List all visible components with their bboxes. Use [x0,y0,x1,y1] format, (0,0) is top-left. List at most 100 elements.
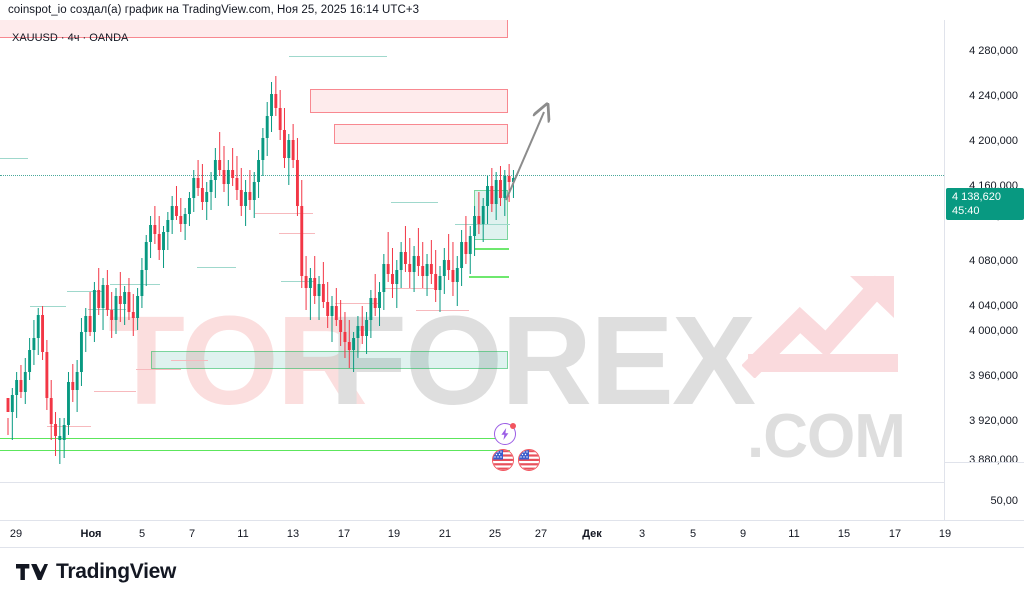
candle-body [231,170,235,178]
chart-frame: TOR FOREX .COM [0,20,1024,520]
tradingview-logo[interactable]: TradingView [16,560,176,584]
candle-body [166,220,170,232]
support-zone-main[interactable] [151,351,508,369]
candle-body [382,264,386,292]
candle-body [136,296,140,318]
time-axis-tick: 15 [837,528,851,540]
candle-body [429,264,433,274]
candle-body [399,252,403,270]
candle-body [460,242,464,268]
candle-body [494,180,498,204]
time-axis-tick: 5 [138,528,146,540]
swing-level-line[interactable] [171,360,208,361]
candle-body [19,380,23,392]
swing-level-line[interactable] [197,267,236,268]
chart-plot-area[interactable]: TOR FOREX .COM [0,20,944,480]
swing-level-line[interactable] [0,450,510,451]
candle-body [421,266,425,276]
candle-body [270,94,273,116]
candle-body [416,256,420,266]
swing-level-line[interactable] [289,56,387,57]
swing-level-line[interactable] [475,248,509,250]
swing-level-line[interactable] [0,158,28,159]
swing-level-line[interactable] [0,438,510,439]
time-axis-tick: 11 [788,528,800,540]
swing-level-line[interactable] [335,303,381,304]
candle-body [187,198,191,214]
swing-level-line[interactable] [255,213,313,214]
time-axis-tick: 5 [689,528,697,540]
swing-level-line[interactable] [30,306,66,307]
candle-body [326,302,330,316]
symbol-legend[interactable]: XAUUSD · 4ч · OANDA [12,32,129,44]
candle-body [451,270,455,282]
candle-body [274,94,278,108]
candle-body [179,216,183,224]
indicator-pane[interactable] [0,482,944,520]
candle-body [304,276,308,288]
candle-body [395,270,399,284]
candle-body [101,285,105,308]
candle-body [235,178,239,190]
candle-body [36,315,40,338]
candle-body [308,278,312,288]
swing-level-line[interactable] [110,284,160,285]
candle-body [507,176,511,182]
candle-body [403,252,407,264]
candle-body [447,260,451,270]
swing-level-line[interactable] [136,369,181,370]
candle-body [28,350,32,372]
candle-body [317,284,321,296]
us-flag-icon [493,450,513,470]
candle-body [110,310,114,320]
candle-body [192,178,196,198]
countdown-timer: 45:40 [952,205,980,217]
resistance-zone-top[interactable] [0,20,508,38]
candle-body [157,234,161,250]
swing-level-line[interactable] [67,291,103,292]
candle-body [373,298,377,308]
time-axis-tick: 9 [739,528,747,540]
candle-body [490,186,494,204]
price-axis-tick: 3 880,000 [969,454,1018,466]
swing-level-line[interactable] [384,288,434,289]
tradingview-logo-icon [16,564,48,580]
us-flag-event-badge-1[interactable] [492,449,514,471]
swing-level-line[interactable] [391,202,438,203]
candle-body [15,380,19,395]
lightning-event-badge[interactable] [494,423,516,445]
swing-level-line[interactable] [279,233,315,234]
swing-level-line[interactable] [281,281,316,282]
candlestick-series [6,76,515,464]
candle-body [222,170,226,184]
resistance-zone-lower[interactable] [334,124,508,144]
swing-level-line[interactable] [416,310,469,311]
time-axis-tick: Ноя [80,528,102,540]
footer: TradingView [0,548,1024,598]
time-axis-tick: 29 [9,528,23,540]
resistance-zone-upper[interactable] [310,89,508,113]
current-price-line [0,175,944,176]
candle-body [183,214,187,224]
candle-body [408,264,412,272]
swing-level-line[interactable] [455,224,510,225]
candle-body [118,296,122,304]
candle-body [425,264,429,276]
us-flag-event-badge-2[interactable] [518,449,540,471]
swing-level-line[interactable] [47,426,91,427]
candle-body [10,395,14,412]
candle-body [123,292,127,304]
time-axis[interactable]: 29 Ноя 5 7 11 13 17 19 21 25 27 Дек 3 5 9 11 15 17 19 [0,520,1024,548]
candle-body [434,274,438,290]
current-price-badge[interactable]: 4 138,620 45:40 [946,188,1024,220]
candle-body [455,268,459,282]
candle-body [295,160,299,206]
swing-level-line[interactable] [469,276,509,278]
swing-level-line[interactable] [94,391,136,392]
candle-body [41,315,45,352]
candle-body [6,398,10,412]
candle-body [239,190,243,206]
candle-body [49,398,53,424]
candle-body [261,138,265,160]
